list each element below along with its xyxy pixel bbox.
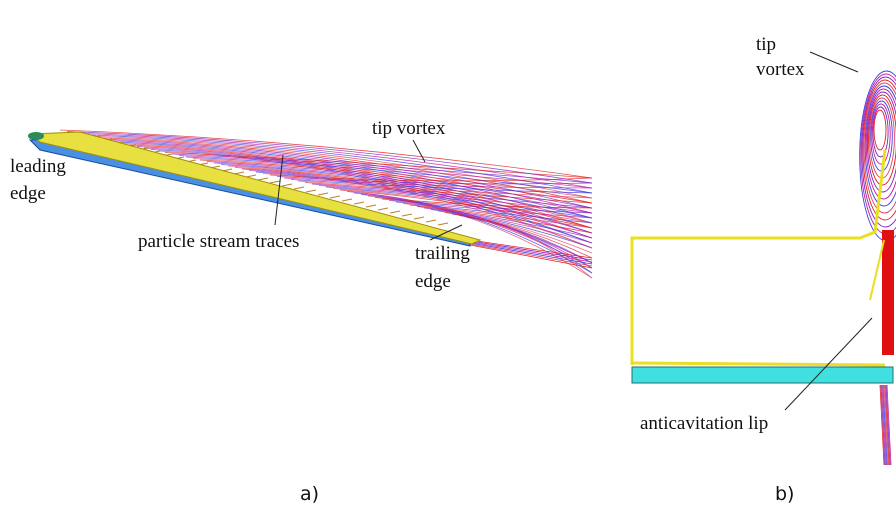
figure: tip vortex leading edge particle stream … <box>0 0 896 510</box>
panel-label: b) <box>775 483 794 505</box>
stream-trace <box>470 245 592 268</box>
trailing-edge-section <box>882 230 894 355</box>
stream-trace <box>354 202 364 204</box>
stream-trace <box>378 208 388 210</box>
annotation: vortex <box>756 59 805 80</box>
panel-label: a) <box>300 483 319 505</box>
annotation: tip <box>756 34 776 55</box>
lip-edge <box>870 240 884 300</box>
stream-trace <box>294 187 304 189</box>
stream-trace <box>390 211 400 213</box>
anticavitation-plate <box>632 150 885 365</box>
annotation: edge <box>415 271 451 292</box>
stream-trace <box>270 181 280 183</box>
cavitation-plate <box>632 367 893 383</box>
annotation: leading <box>10 156 66 177</box>
leading-edge-tip <box>28 132 44 140</box>
stream-trace <box>246 175 256 177</box>
stream-trace <box>470 242 592 262</box>
stream-trace <box>282 184 292 186</box>
annotation: tip vortex <box>372 118 446 139</box>
stream-trace <box>366 205 376 207</box>
plate-bottom <box>632 363 885 365</box>
stream-trace <box>426 220 436 222</box>
annotation: particle stream traces <box>138 231 299 252</box>
stream-trace <box>414 217 424 219</box>
stream-trace <box>402 214 412 216</box>
stream-trace <box>330 196 340 198</box>
annotation: trailing <box>415 243 470 264</box>
stream-trace <box>874 110 886 150</box>
stream-trace <box>258 178 268 180</box>
stream-trace <box>438 223 448 225</box>
annotation: anticavitation lip <box>640 413 768 434</box>
annotation: edge <box>10 183 46 204</box>
leader-line <box>810 52 858 72</box>
flow-visualization <box>60 71 896 465</box>
stream-trace <box>342 199 352 201</box>
stream-trace <box>306 190 316 192</box>
stream-trace <box>318 193 328 195</box>
